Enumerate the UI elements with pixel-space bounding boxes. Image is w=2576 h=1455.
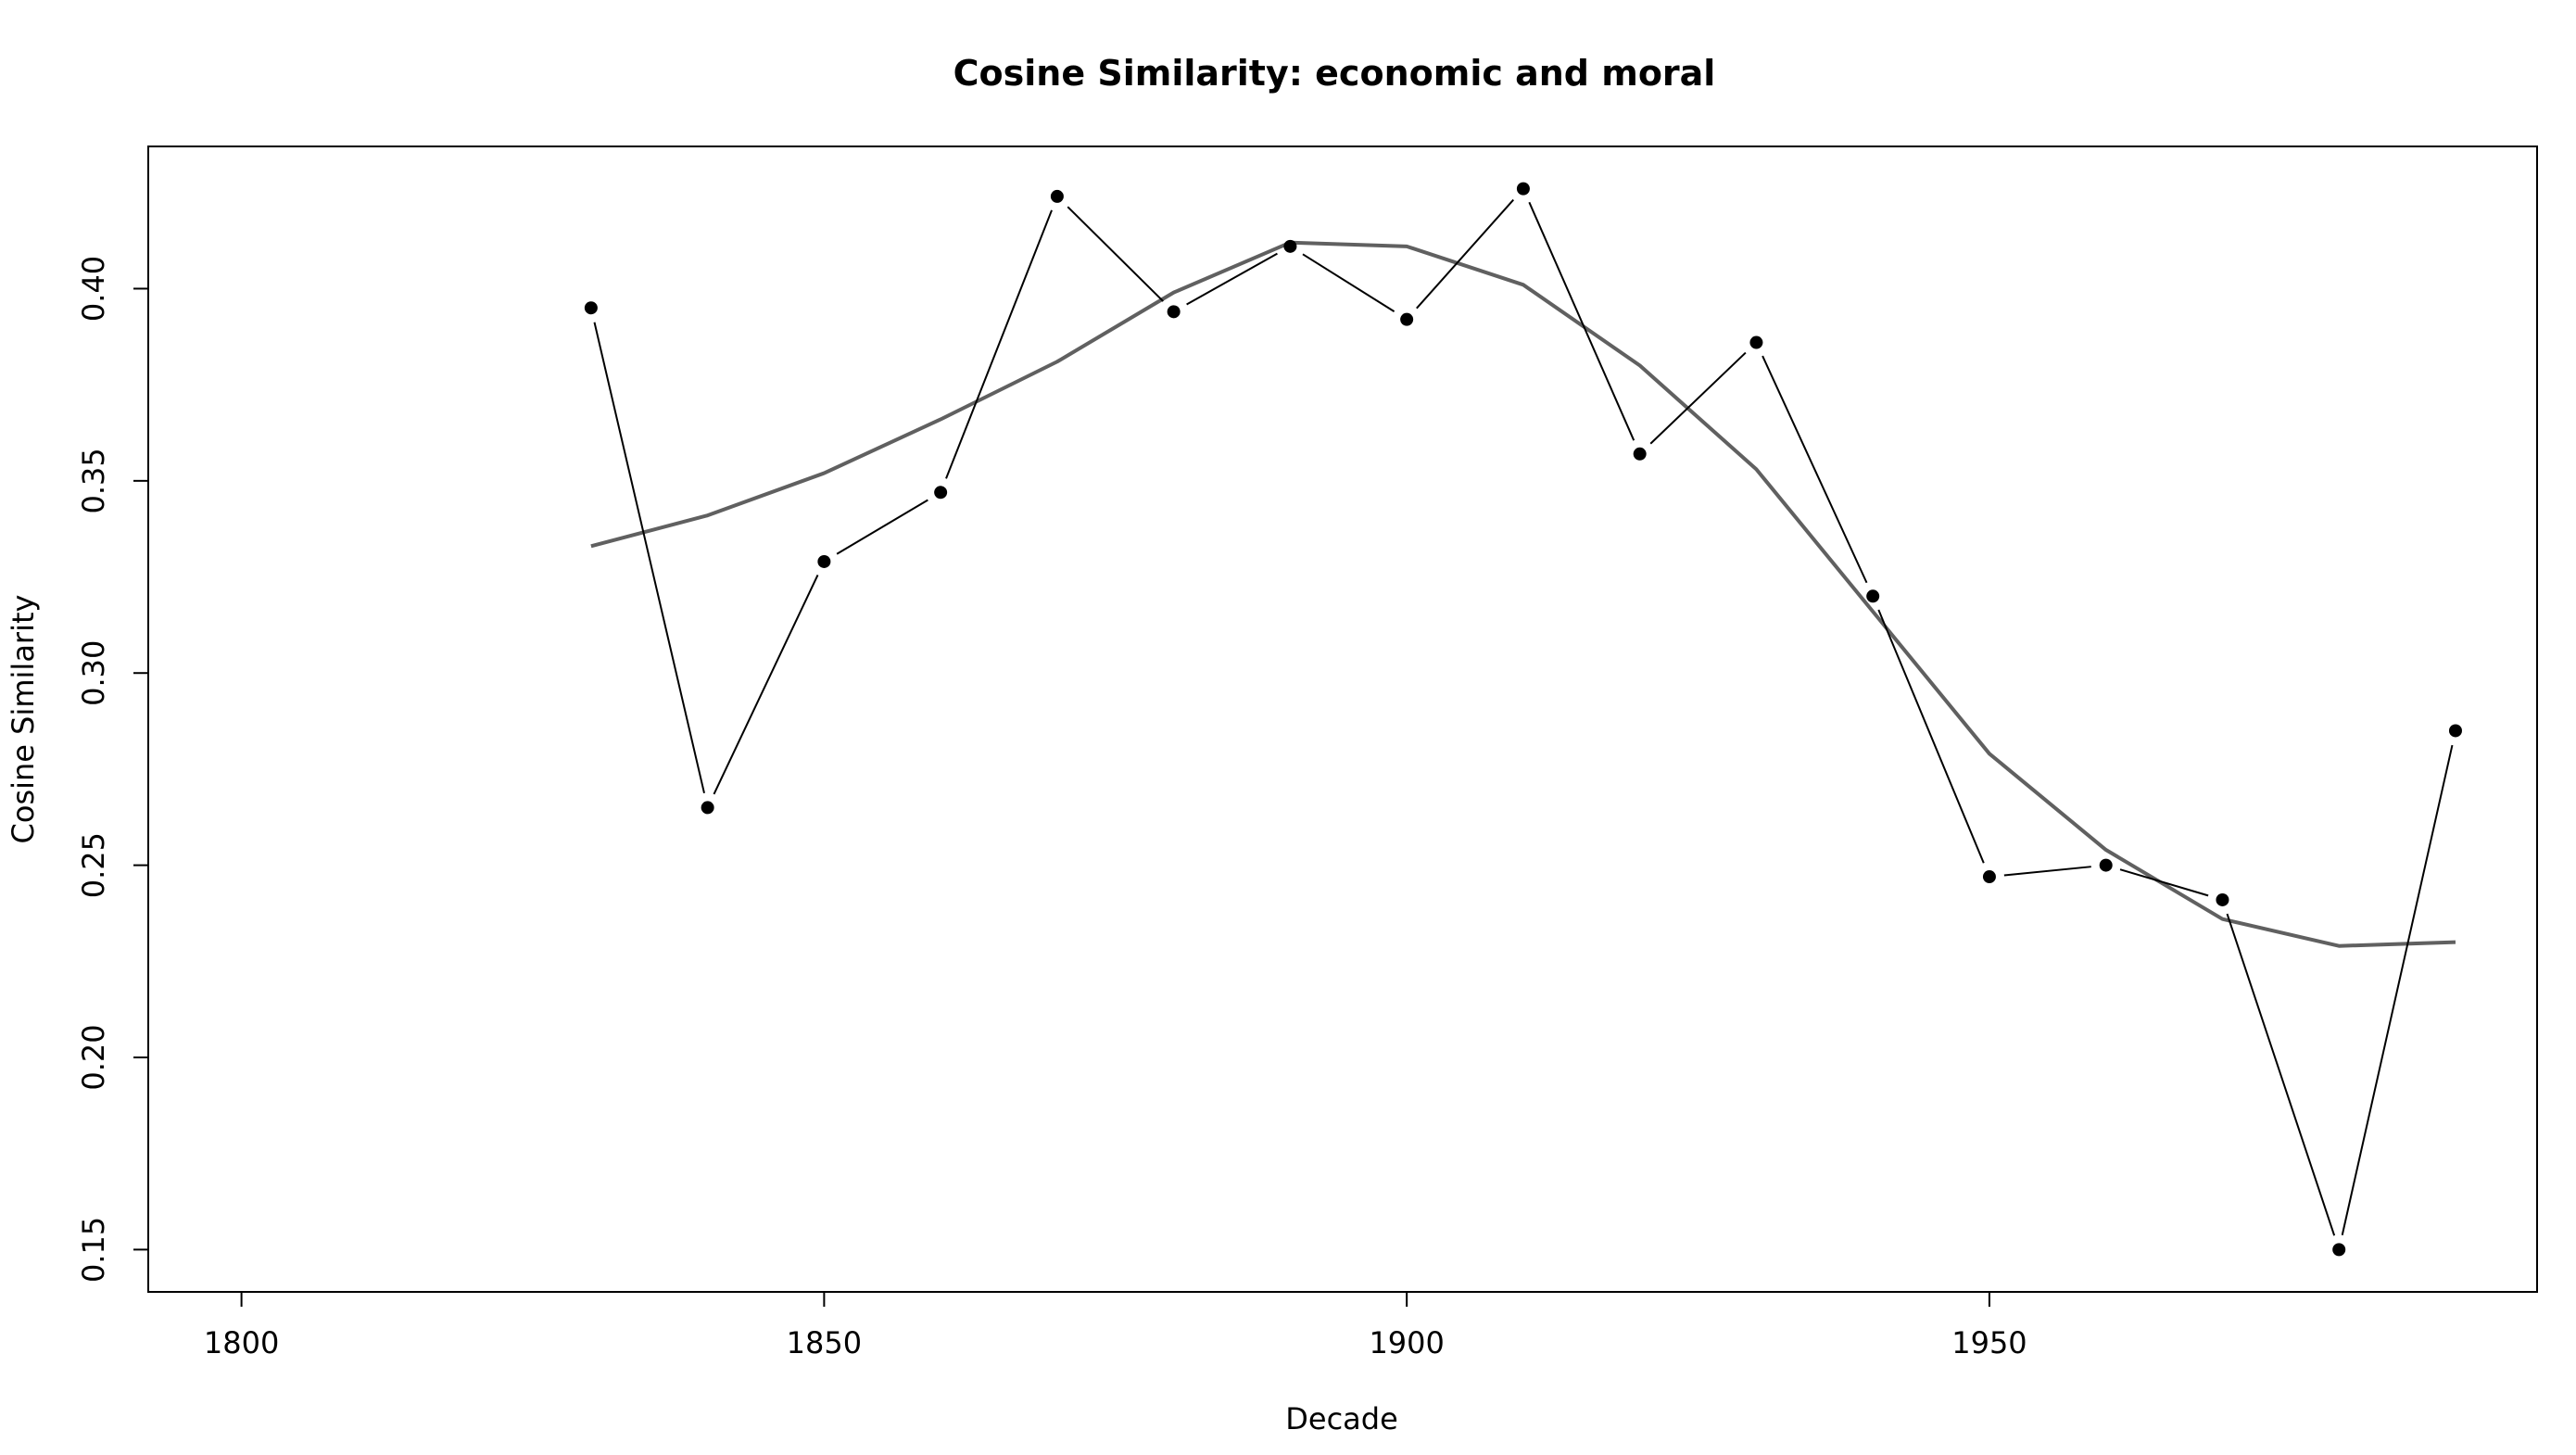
- series-segment: [1528, 201, 1635, 441]
- x-tick-label: 1900: [1369, 1325, 1444, 1360]
- data-point: [1516, 182, 1530, 196]
- data-point: [2099, 858, 2113, 872]
- data-point: [817, 554, 831, 568]
- y-tick-label: 0.25: [76, 832, 111, 898]
- series-segment: [1762, 355, 1868, 584]
- data-point: [584, 301, 598, 315]
- data-point: [1400, 312, 1414, 326]
- chart-title: Cosine Similarity: economic and moral: [953, 53, 1716, 94]
- data-point: [1749, 335, 1763, 349]
- x-axis: 1800 1850 1900 1950: [204, 1291, 2027, 1360]
- series-segment: [2119, 868, 2209, 897]
- x-tick-label: 1850: [787, 1325, 862, 1360]
- smooth-trend-line: [590, 240, 2456, 948]
- series-segment: [836, 499, 928, 555]
- data-point: [2216, 892, 2229, 906]
- data-point: [701, 801, 714, 815]
- y-axis-label: Cosine Similarity: [6, 595, 41, 844]
- data-point: [1866, 589, 1880, 603]
- x-tick-label: 1950: [1951, 1325, 2027, 1360]
- y-axis: 0.15 0.20 0.25 0.30 0.35 0.40: [76, 256, 149, 1283]
- series-segment: [1067, 206, 1164, 302]
- x-tick-label: 1800: [204, 1325, 279, 1360]
- data-point: [1283, 239, 1297, 253]
- series-segment: [2003, 866, 2091, 877]
- series-segment: [2341, 744, 2454, 1235]
- data-point: [2332, 1243, 2346, 1257]
- y-tick-label: 0.30: [76, 640, 111, 706]
- data-point: [934, 486, 948, 500]
- data-point: [2448, 724, 2462, 738]
- series-segment: [1416, 198, 1515, 310]
- y-tick-label: 0.35: [76, 448, 111, 513]
- data-point: [1982, 870, 1996, 884]
- plot-frame: [147, 146, 2538, 1293]
- series-segment: [1649, 351, 1747, 445]
- data-point: [1050, 189, 1064, 203]
- y-tick-label: 0.40: [76, 256, 111, 322]
- series-layer: [584, 182, 2462, 1257]
- y-tick-label: 0.20: [76, 1024, 111, 1090]
- data-point: [1167, 305, 1181, 319]
- series-segment: [1877, 609, 1985, 864]
- series-segment: [2226, 913, 2336, 1236]
- series-segment: [713, 574, 819, 795]
- series-segment: [1302, 253, 1395, 312]
- series-segment: [1186, 252, 1278, 306]
- y-tick-label: 0.15: [76, 1217, 111, 1283]
- data-point: [1633, 447, 1647, 461]
- series-segment: [593, 322, 705, 794]
- series-segment: [945, 209, 1053, 479]
- x-axis-label: Decade: [1285, 1401, 1398, 1436]
